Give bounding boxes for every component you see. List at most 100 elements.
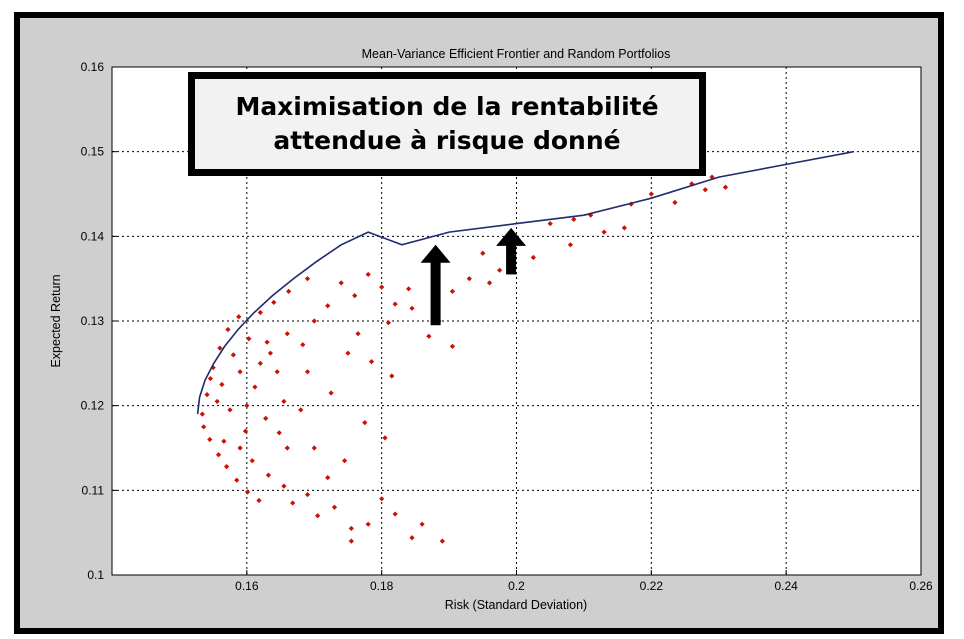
portfolio-point [601,229,607,235]
portfolio-point [224,464,230,470]
portfolio-point [368,359,375,365]
portfolio-point [409,535,415,541]
portfolio-point [722,184,729,190]
portfolio-point [486,280,493,286]
callout-line-2: attendue à risque donné [273,126,621,155]
x-tick-label: 0.24 [774,579,798,593]
x-tick-label: 0.26 [909,579,933,593]
portfolio-point [236,314,242,320]
portfolio-point [311,318,317,324]
portfolio-point [304,276,311,282]
portfolio-point [567,242,574,248]
portfolio-point [311,445,317,451]
portfolio-point [207,375,214,382]
portfolio-point [530,254,536,261]
portfolio-point [497,267,503,273]
portfolio-point [338,280,344,286]
x-tick-label: 0.2 [508,579,525,593]
portfolio-point [348,538,354,544]
portfolio-point [466,276,472,282]
x-tick-label: 0.18 [370,579,394,593]
portfolio-point [385,320,392,326]
callout-box: Maximisation de la rentabilité attendue … [188,72,706,176]
portfolio-point [252,384,258,390]
portfolio-point [449,288,456,294]
portfolio-point [648,191,654,197]
portfolio-point [304,369,311,375]
portfolio-point [325,475,331,481]
portfolio-point [210,364,216,371]
portfolio-point [290,500,296,506]
x-axis-label: Risk (Standard Deviation) [445,598,587,612]
portfolio-point [406,286,412,292]
y-tick-label: 0.11 [82,483,105,497]
chart-title: Mean-Variance Efficient Frontier and Ran… [362,47,671,61]
portfolio-point [227,407,233,413]
y-axis-label: Expected Return [49,274,63,367]
annotation-arrows [420,227,527,326]
portfolio-point [237,369,243,375]
portfolio-point [281,398,287,405]
portfolio-point [300,342,306,348]
up-arrow [496,227,527,275]
portfolio-point [276,430,282,436]
portfolio-point [341,458,348,464]
portfolio-point [352,293,358,299]
portfolio-point [256,497,262,504]
portfolio-point [362,420,368,426]
portfolio-point [237,445,243,451]
portfolio-point [379,496,385,502]
portfolio-point [409,305,415,311]
portfolio-point [379,284,385,290]
portfolio-point [207,436,213,443]
portfolio-point [480,250,486,256]
y-tick-label: 0.1 [87,568,104,582]
portfolio-point [571,216,577,222]
portfolio-point [274,369,280,375]
y-tick-label: 0.13 [81,314,105,328]
portfolio-point [271,299,277,305]
portfolio-point [328,390,334,396]
portfolio-point [281,483,287,489]
portfolio-point [331,504,338,510]
portfolio-point [244,489,251,495]
portfolio-point [286,288,292,294]
portfolio-point [392,511,398,517]
portfolio-point [672,199,678,206]
portfolio-point [265,472,272,478]
portfolio-point [214,398,220,405]
portfolio-point [201,424,207,430]
x-tick-label: 0.22 [640,579,664,593]
efficient-frontier-line [196,150,854,415]
portfolio-point [204,392,210,398]
portfolio-point [348,525,354,532]
portfolio-point [365,521,371,527]
random-portfolio-points [199,174,729,544]
portfolio-point [449,343,456,349]
callout-line-1: Maximisation de la rentabilité [235,91,659,121]
portfolio-point [304,491,311,498]
y-tick-label: 0.15 [81,145,105,159]
portfolio-point [284,331,290,337]
x-tick-label: 0.16 [235,579,259,593]
portfolio-point [325,303,331,309]
portfolio-point [621,225,627,231]
y-tick-label: 0.14 [81,229,105,243]
portfolio-point [219,381,225,388]
portfolio-point [315,513,321,519]
tick-labels: 0.16 0.18 0.2 0.22 0.24 0.26 0.1 0.11 0.12 0.13 0.… [81,60,933,593]
portfolio-point [246,336,252,342]
portfolio-point [298,407,304,413]
portfolio-point [199,411,205,417]
portfolio-point [547,221,553,227]
portfolio-point [345,350,351,356]
y-tick-label: 0.12 [81,399,105,413]
up-arrow [420,244,451,326]
portfolio-point [389,373,395,379]
portfolio-point [217,345,223,351]
portfolio-point [249,458,255,464]
portfolio-point [215,452,222,458]
portfolio-point [230,352,236,358]
portfolio-point [263,415,269,421]
portfolio-point [244,403,250,409]
